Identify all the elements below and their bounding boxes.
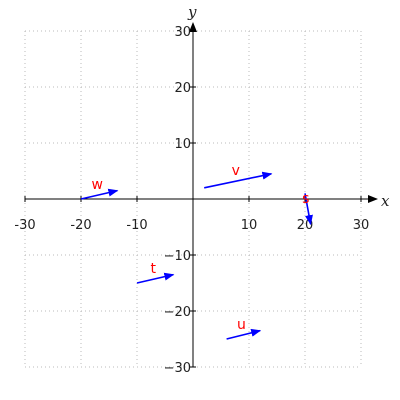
tick-labels: -30 -20 -10 10 20 30 −30 −20 −10 10 20 30 bbox=[14, 25, 369, 376]
vector-s: s bbox=[302, 191, 313, 226]
vector-u: u bbox=[226, 317, 262, 340]
vector-arrow bbox=[204, 171, 273, 189]
vector-label: s bbox=[302, 191, 309, 207]
y-tick-label: 20 bbox=[174, 81, 191, 96]
x-tick-label: 10 bbox=[241, 218, 258, 233]
x-tick-label: 20 bbox=[297, 218, 314, 233]
vector-w: w bbox=[80, 177, 119, 200]
vector-label: t bbox=[150, 261, 156, 277]
vector-arrow bbox=[304, 193, 313, 226]
x-tick-label: -30 bbox=[14, 218, 35, 233]
y-tick-label: −30 bbox=[164, 361, 191, 376]
vector-v: v bbox=[204, 163, 273, 189]
vector-arrow bbox=[80, 188, 119, 200]
vector-label: v bbox=[232, 163, 240, 179]
y-axis-label: y bbox=[187, 3, 197, 21]
y-tick-label: −10 bbox=[164, 249, 191, 264]
y-tick-label: 10 bbox=[174, 137, 191, 152]
x-tick-label: -10 bbox=[126, 218, 147, 233]
y-tick-label: 30 bbox=[174, 25, 191, 40]
axes bbox=[24, 22, 378, 368]
x-axis-label: x bbox=[381, 192, 390, 210]
vector-arrow bbox=[136, 272, 175, 284]
x-tick-label: 30 bbox=[353, 218, 370, 233]
vector-label: u bbox=[237, 317, 246, 333]
vector-arrow bbox=[226, 328, 262, 340]
y-tick-label: −20 bbox=[164, 305, 191, 320]
x-tick-label: -20 bbox=[70, 218, 91, 233]
vectors: w v s t u bbox=[80, 163, 313, 340]
vector-label: w bbox=[91, 177, 102, 193]
vector-t: t bbox=[136, 261, 175, 284]
